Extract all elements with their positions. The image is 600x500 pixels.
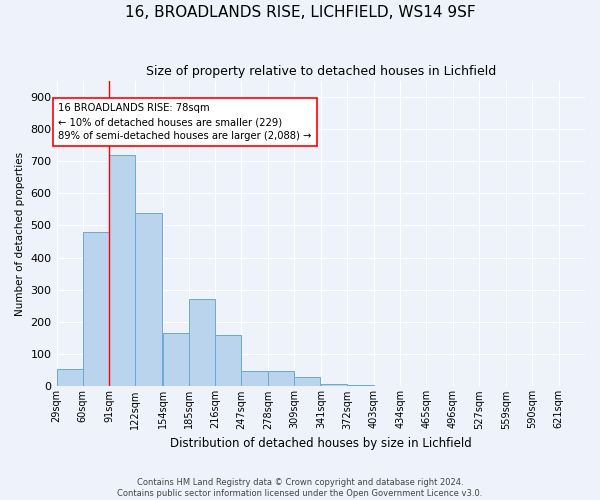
- Bar: [268, 371, 294, 386]
- Text: 16, BROADLANDS RISE, LICHFIELD, WS14 9SF: 16, BROADLANDS RISE, LICHFIELD, WS14 9SF: [125, 5, 475, 20]
- X-axis label: Distribution of detached houses by size in Lichfield: Distribution of detached houses by size …: [170, 437, 472, 450]
- Bar: [109, 154, 136, 386]
- Bar: [321, 384, 347, 386]
- Bar: [83, 232, 109, 386]
- Bar: [294, 376, 320, 386]
- Y-axis label: Number of detached properties: Number of detached properties: [15, 152, 25, 316]
- Bar: [215, 335, 241, 386]
- Bar: [241, 371, 268, 386]
- Bar: [163, 334, 189, 386]
- Text: Contains HM Land Registry data © Crown copyright and database right 2024.
Contai: Contains HM Land Registry data © Crown c…: [118, 478, 482, 498]
- Bar: [56, 368, 83, 386]
- Bar: [189, 300, 215, 386]
- Bar: [347, 385, 374, 386]
- Text: 16 BROADLANDS RISE: 78sqm
← 10% of detached houses are smaller (229)
89% of semi: 16 BROADLANDS RISE: 78sqm ← 10% of detac…: [58, 103, 311, 141]
- Title: Size of property relative to detached houses in Lichfield: Size of property relative to detached ho…: [146, 65, 496, 78]
- Bar: [136, 212, 162, 386]
